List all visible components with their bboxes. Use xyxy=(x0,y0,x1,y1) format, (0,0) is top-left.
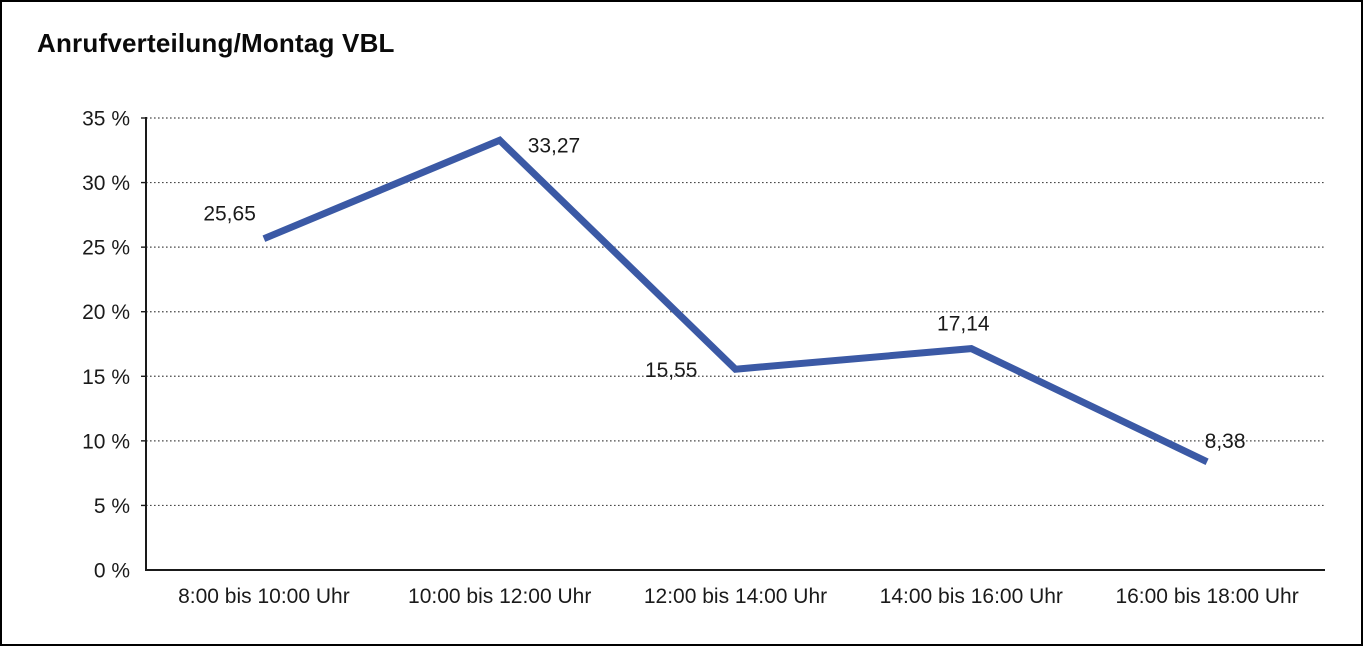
data-label: 17,14 xyxy=(937,313,990,336)
y-tick-label: 25 % xyxy=(82,237,130,260)
y-tick-label: 0 % xyxy=(94,560,130,583)
y-tick-label: 20 % xyxy=(82,301,130,324)
data-label: 33,27 xyxy=(528,134,581,157)
chart-title: Anrufverteilung/Montag VBL xyxy=(37,28,395,58)
data-label: 25,65 xyxy=(203,203,256,226)
x-tick-label: 12:00 bis 14:00 Uhr xyxy=(644,585,827,608)
y-tick-label: 35 % xyxy=(82,108,130,131)
y-tick-label: 30 % xyxy=(82,172,130,195)
x-tick-label: 14:00 bis 16:00 Uhr xyxy=(880,585,1063,608)
y-tick-label: 10 % xyxy=(82,430,130,453)
data-label: 15,55 xyxy=(645,359,698,382)
x-tick-label: 10:00 bis 12:00 Uhr xyxy=(408,585,591,608)
x-tick-label: 16:00 bis 18:00 Uhr xyxy=(1115,585,1298,608)
data-label: 8,38 xyxy=(1205,430,1246,453)
x-tick-label: 8:00 bis 10:00 Uhr xyxy=(178,585,350,608)
y-tick-label: 15 % xyxy=(82,366,130,389)
y-tick-label: 5 % xyxy=(94,495,130,518)
series-line xyxy=(262,136,1209,465)
